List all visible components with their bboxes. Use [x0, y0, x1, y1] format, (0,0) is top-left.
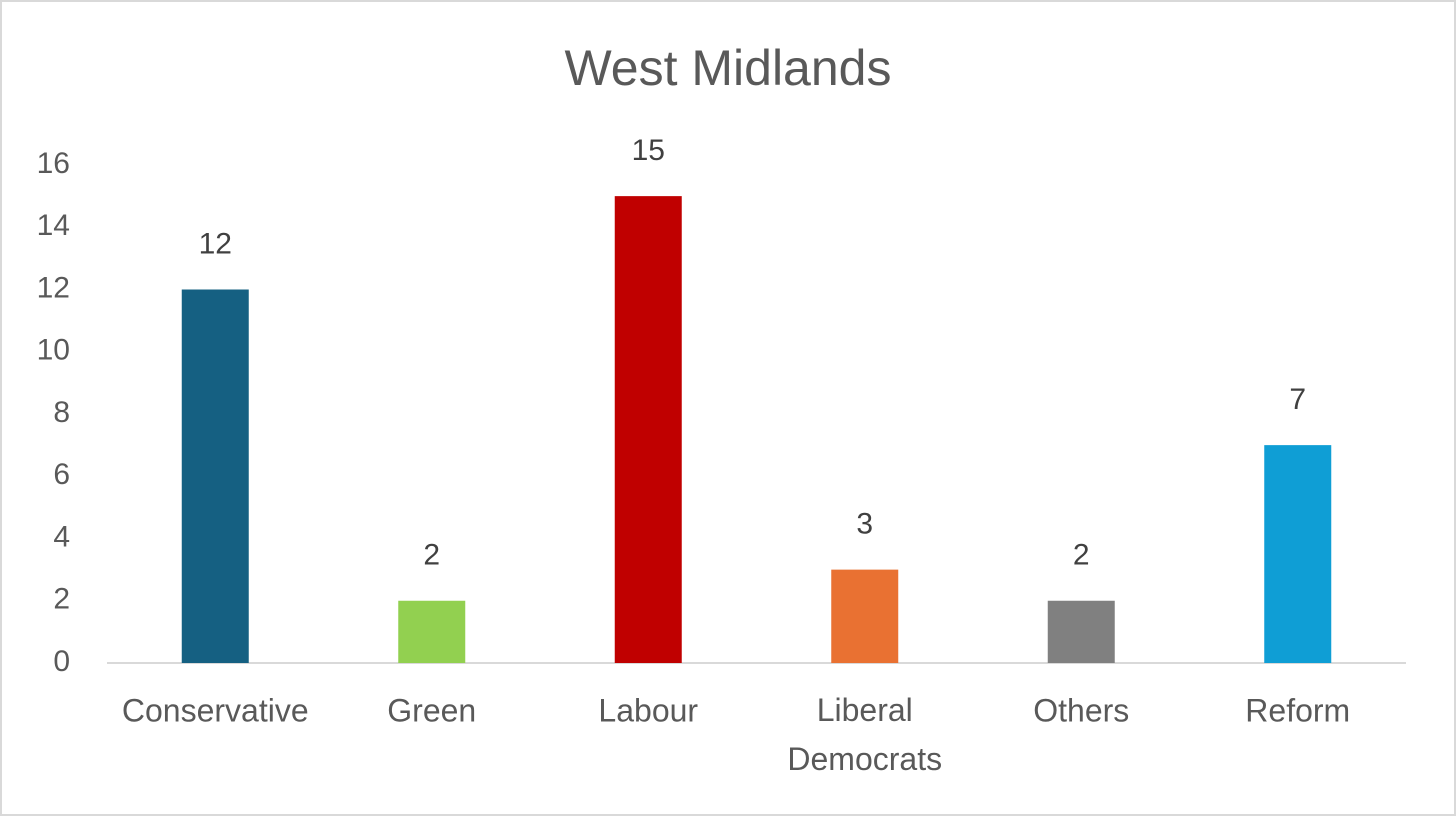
data-label: 2 — [423, 539, 440, 572]
bar — [614, 196, 682, 663]
x-tick-label: Green — [387, 692, 476, 728]
y-tick-label: 8 — [53, 396, 70, 429]
bar — [1047, 600, 1115, 663]
chart-title: West Midlands — [565, 40, 892, 96]
y-tick-label: 2 — [53, 583, 70, 616]
y-tick-label: 10 — [37, 334, 70, 367]
x-tick-label: Labour — [598, 692, 698, 728]
bar — [831, 569, 899, 663]
data-label: 12 — [199, 227, 232, 260]
bar — [1264, 445, 1332, 663]
y-tick-label: 16 — [37, 147, 70, 180]
x-tick-label: Liberal Democrats — [787, 692, 942, 777]
y-tick-label: 6 — [53, 458, 70, 491]
bar — [181, 289, 249, 663]
data-label: 15 — [632, 134, 665, 167]
x-tick-label: Reform — [1245, 692, 1350, 728]
y-tick-label: 12 — [37, 271, 70, 304]
data-label: 2 — [1073, 539, 1090, 572]
bar — [398, 600, 466, 663]
y-tick-label: 4 — [53, 520, 70, 553]
x-tick-label: Others — [1033, 692, 1129, 728]
x-tick-label: Conservative — [122, 692, 309, 728]
y-tick-label: 14 — [37, 209, 70, 242]
data-label: 3 — [856, 508, 873, 541]
data-label: 7 — [1289, 383, 1306, 416]
y-tick-label: 0 — [53, 645, 70, 678]
